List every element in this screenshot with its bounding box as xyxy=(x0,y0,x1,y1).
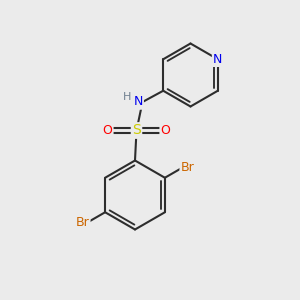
Text: S: S xyxy=(132,124,141,137)
Text: H: H xyxy=(123,92,131,102)
Text: O: O xyxy=(161,124,170,137)
Text: Br: Br xyxy=(181,161,194,174)
Text: N: N xyxy=(133,95,143,109)
Text: O: O xyxy=(103,124,112,137)
Text: N: N xyxy=(213,53,223,66)
Text: Br: Br xyxy=(76,216,89,229)
